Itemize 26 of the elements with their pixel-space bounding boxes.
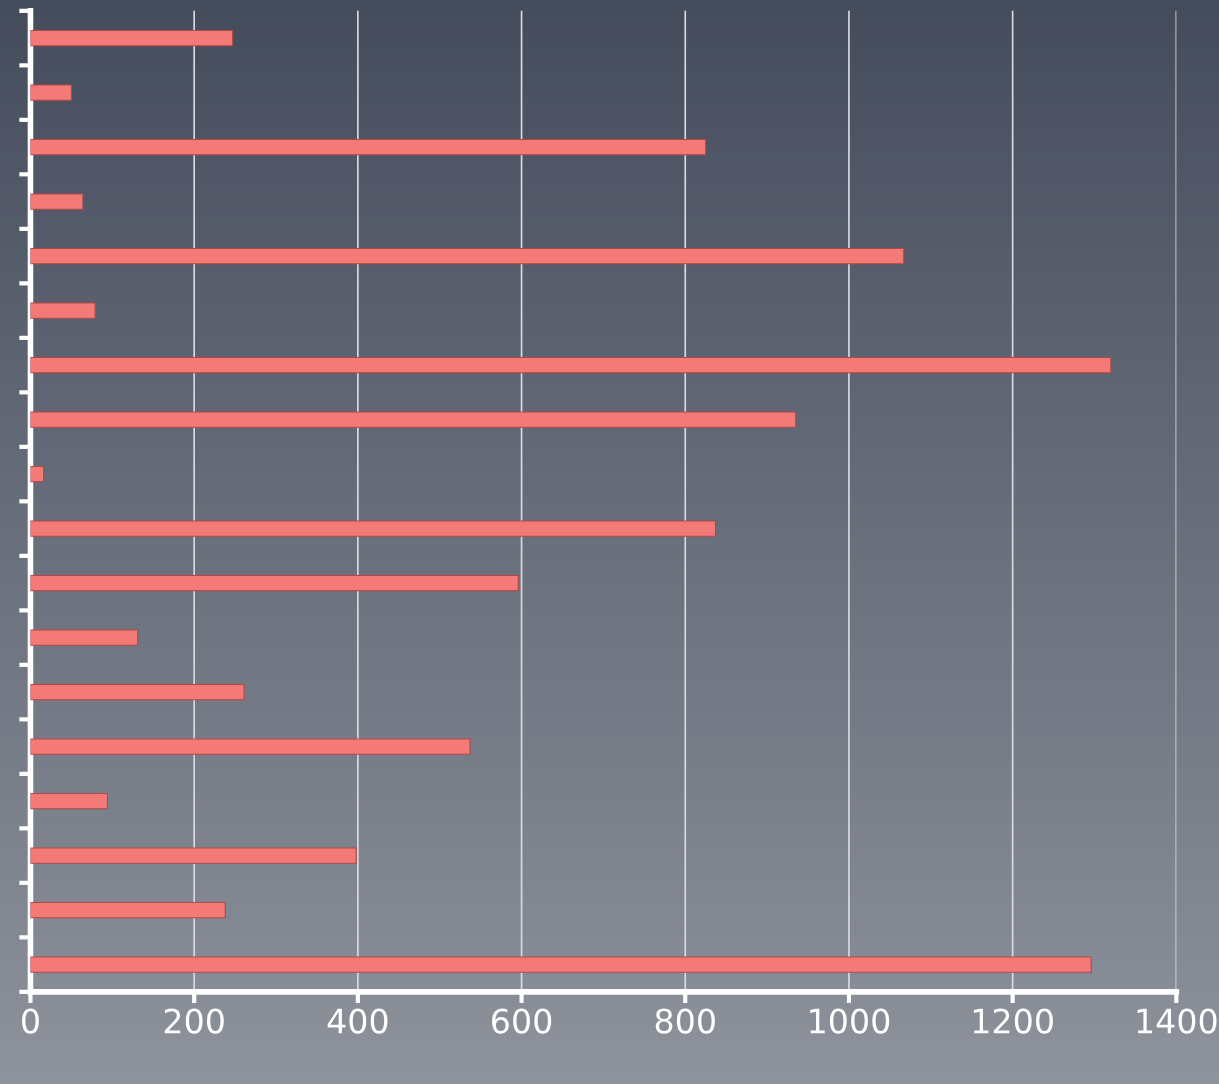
x-tick-label: 1400 bbox=[1137, 1008, 1217, 1034]
x-tick-label: 600 bbox=[492, 1008, 552, 1034]
bar bbox=[30, 738, 471, 755]
bar bbox=[30, 683, 245, 701]
bar bbox=[30, 193, 84, 210]
bar bbox=[30, 302, 96, 319]
x-tick-label: 1000 bbox=[810, 1008, 890, 1034]
bar bbox=[30, 520, 717, 537]
bar bbox=[30, 956, 1092, 973]
x-tick-label: 200 bbox=[164, 1008, 224, 1034]
bar bbox=[30, 574, 519, 592]
bar bbox=[30, 629, 139, 646]
bar bbox=[30, 84, 72, 101]
bar bbox=[30, 356, 1112, 374]
bar bbox=[30, 465, 45, 483]
x-tick-label: 800 bbox=[655, 1008, 715, 1034]
bar bbox=[30, 411, 797, 428]
bar bbox=[30, 247, 905, 265]
bar bbox=[30, 29, 234, 47]
x-tick-label: 0 bbox=[22, 1008, 39, 1034]
bar bbox=[30, 138, 707, 156]
bar bbox=[30, 847, 357, 864]
x-tick-label: 400 bbox=[327, 1008, 388, 1034]
x-tick-label: 1200 bbox=[973, 1008, 1053, 1034]
bar bbox=[30, 792, 108, 810]
bar bbox=[30, 901, 226, 919]
